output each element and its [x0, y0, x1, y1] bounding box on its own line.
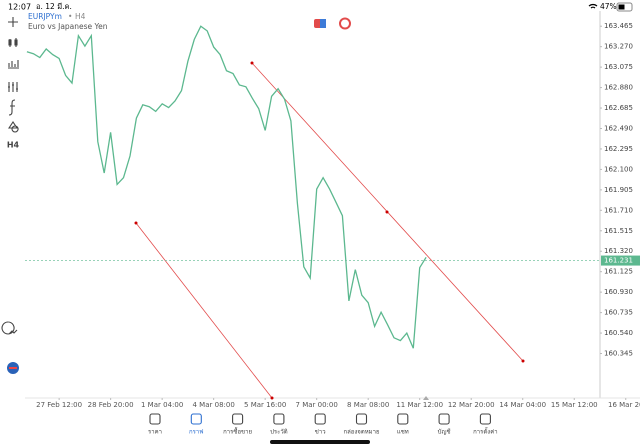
nav-icon[interactable] — [355, 413, 368, 425]
y-tick-label: 163.465 — [604, 22, 633, 30]
x-tick-label: 7 Mar 00:00 — [296, 401, 338, 409]
x-tick-label: 14 Mar 04:00 — [499, 401, 546, 409]
x-tick-label: 27 Feb 12:00 — [36, 401, 82, 409]
nav-label[interactable]: การตั้งค่า — [473, 426, 497, 436]
wifi-icon — [588, 3, 598, 9]
nav-icon[interactable] — [479, 413, 491, 425]
y-tick-label: 161.710 — [604, 206, 633, 214]
y-tick-label: 160.540 — [604, 329, 633, 337]
chart-subtitle: Euro vs Japanese Yen — [28, 22, 108, 31]
x-tick-label: 11 Mar 12:00 — [396, 401, 443, 409]
x-tick-label: 28 Feb 20:00 — [88, 401, 134, 409]
scroll-marker — [423, 396, 429, 400]
x-tick-label: 1 Mar 04:00 — [141, 401, 183, 409]
chart-separator: • — [68, 12, 72, 21]
chart-timeframe: H4 — [75, 12, 86, 21]
status-battery-text: 47% — [600, 2, 617, 11]
y-tick-label: 161.515 — [604, 227, 633, 235]
y-tick-label: 161.320 — [604, 247, 633, 255]
one-click-button[interactable] — [339, 17, 351, 30]
battery-level — [618, 4, 625, 10]
nav-icon[interactable] — [232, 413, 244, 425]
nav-label[interactable]: แชท — [397, 429, 409, 436]
trend-handle[interactable] — [270, 396, 274, 400]
nav-icon[interactable] — [149, 413, 161, 425]
x-tick-label: 15 Mar 12:00 — [551, 401, 598, 409]
nav-label[interactable]: กราฟ — [189, 429, 203, 436]
current-price-label: 161.231 — [604, 257, 633, 265]
x-tick-label: 12 Mar 20:00 — [448, 401, 495, 409]
x-tick-label: 4 Mar 08:00 — [193, 401, 235, 409]
buy-button[interactable] — [320, 19, 326, 28]
chart-symbol: EURJPYm — [28, 12, 62, 21]
nav-label[interactable]: ประวัติ — [270, 429, 288, 436]
trend-handle[interactable] — [385, 210, 389, 214]
current-price-box — [601, 255, 640, 266]
nav-label[interactable]: บัญชี — [438, 428, 451, 436]
nav-icon[interactable] — [438, 413, 450, 425]
y-tick-label: 160.930 — [604, 288, 633, 296]
x-tick-label: 8 Mar 08:00 — [347, 401, 389, 409]
y-tick-label: 162.490 — [604, 124, 633, 132]
left-toolbar — [1, 17, 19, 335]
nav-label[interactable]: ข่าว — [315, 429, 326, 436]
y-tick-label: 162.880 — [604, 84, 633, 92]
trend-line[interactable] — [135, 222, 273, 399]
nav-label[interactable]: ราคา — [148, 429, 162, 436]
crosshair-tool[interactable] — [8, 17, 18, 27]
objects-tool[interactable] — [7, 121, 19, 133]
y-tick-label: 162.685 — [604, 104, 633, 112]
bars-tool[interactable] — [8, 60, 19, 69]
y-tick-label: 160.345 — [604, 350, 633, 358]
analytics-tool[interactable] — [1, 321, 18, 335]
y-tick-label: 162.295 — [604, 145, 633, 153]
nav-icon[interactable] — [190, 413, 202, 425]
battery-icon — [616, 2, 633, 12]
trend-handle[interactable] — [521, 359, 525, 363]
nav-icon[interactable] — [397, 413, 409, 425]
y-tick-label: 163.270 — [604, 43, 633, 51]
trend-handle[interactable] — [134, 221, 138, 225]
status-date: อ. 12 มี.ค. — [36, 2, 72, 11]
timeframe-button[interactable]: H4 — [7, 141, 20, 150]
trend-handle[interactable] — [250, 61, 254, 65]
y-tick-label: 162.100 — [604, 165, 633, 173]
x-tick-label: 5 Mar 16:00 — [244, 401, 286, 409]
nav-label[interactable]: การซื้อขาย — [223, 426, 252, 436]
bottom-nav: ราคา กราฟ การซื้อขาย ประวัติ ข่าว กล่องจดหมาย… — [148, 413, 498, 436]
y-tick-label: 163.075 — [604, 63, 633, 71]
x-tick-label: 16 Mar 20 — [608, 401, 640, 409]
nav-icon[interactable] — [273, 413, 285, 425]
y-tick-label: 161.125 — [604, 268, 633, 276]
price-line — [26, 25, 427, 349]
candles-tool[interactable] — [8, 38, 18, 47]
nav-icon[interactable] — [314, 413, 326, 425]
y-tick-label: 160.735 — [604, 309, 633, 317]
function-tool[interactable] — [8, 99, 16, 116]
home-indicator — [270, 440, 370, 444]
nav-label[interactable]: กล่องจดหมาย — [343, 429, 379, 436]
indicators-tool[interactable] — [8, 82, 18, 92]
status-time: 12:07 — [8, 3, 31, 12]
y-tick-label: 161.905 — [604, 186, 633, 194]
